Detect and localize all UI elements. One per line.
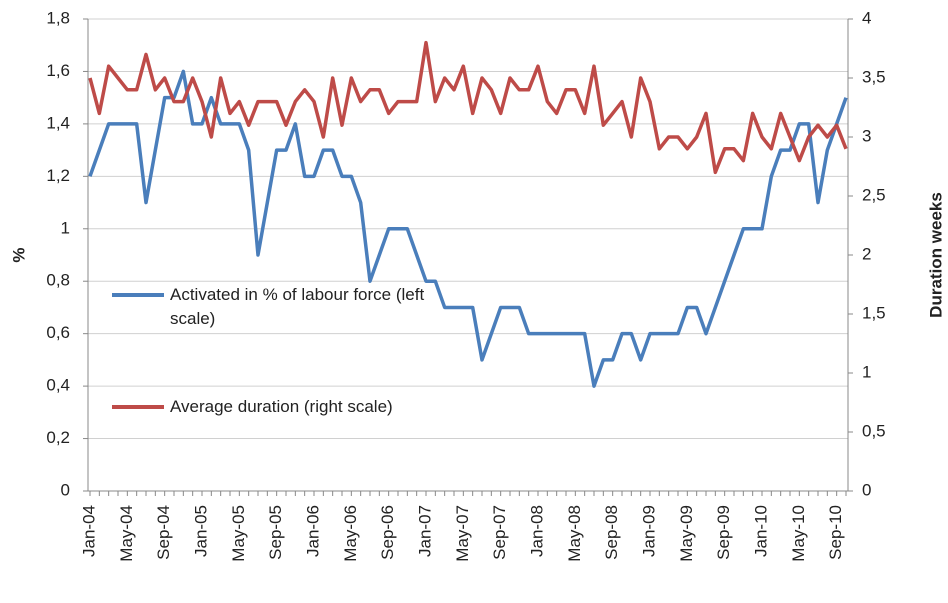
y-tick-label: 1,2 <box>46 166 70 185</box>
y2-tick-label: 2 <box>862 244 871 263</box>
y2-tick-label: 0 <box>862 480 871 499</box>
y2-tick-label: 0,5 <box>862 421 886 440</box>
x-tick-label: May-05 <box>229 505 248 562</box>
x-tick-label: Sep-09 <box>714 505 733 560</box>
x-tick-label: Jan-06 <box>303 505 322 557</box>
legend-entry: Average duration (right scale) <box>112 395 432 419</box>
y2-axis-label: Duration weeks <box>926 192 945 318</box>
y-tick-label: 1 <box>61 218 70 237</box>
x-tick-label: May-09 <box>677 505 696 562</box>
x-tick-label: Jan-05 <box>191 505 210 557</box>
x-tick-label: Sep-08 <box>602 505 621 560</box>
x-tick-label: May-04 <box>117 505 136 562</box>
x-tick-label: May-08 <box>565 505 584 562</box>
legend-label: Activated in % of labour force (left sca… <box>170 285 425 328</box>
y2-tick-label: 2,5 <box>862 185 886 204</box>
x-tick-label: May-06 <box>341 505 360 562</box>
x-tick-label: Jan-08 <box>527 505 546 557</box>
legend-entry: Activated in % of labour force (left sca… <box>112 283 432 331</box>
x-tick-label: May-07 <box>453 505 472 562</box>
x-tick-label: Jan-07 <box>415 505 434 557</box>
x-tick-label: Sep-06 <box>378 505 397 560</box>
x-tick-label: Jan-09 <box>639 505 658 557</box>
y-axis-label: % <box>9 247 28 262</box>
y-tick-label: 1,6 <box>46 61 70 80</box>
x-tick-label: Sep-07 <box>490 505 509 560</box>
y2-tick-label: 1,5 <box>862 303 886 322</box>
y-tick-label: 0,2 <box>46 428 70 447</box>
y-tick-label: 0,8 <box>46 271 70 290</box>
x-tick-label: Sep-05 <box>266 505 285 560</box>
y-tick-label: 0 <box>61 480 70 499</box>
y-tick-label: 0,6 <box>46 323 70 342</box>
legend-label: Average duration (right scale) <box>170 397 393 416</box>
y2-tick-label: 3 <box>862 126 871 145</box>
legend-swatch <box>112 293 164 297</box>
y-tick-label: 1,4 <box>46 113 70 132</box>
x-tick-label: Jan-04 <box>79 505 98 557</box>
x-tick-label: Sep-04 <box>154 505 173 560</box>
y2-tick-label: 4 <box>862 8 871 27</box>
y2-tick-label: 1 <box>862 362 871 381</box>
y-tick-label: 1,8 <box>46 8 70 27</box>
x-tick-label: Sep-10 <box>826 505 845 560</box>
x-tick-label: Jan-10 <box>751 505 770 557</box>
y-tick-label: 0,4 <box>46 376 70 395</box>
x-tick-label: May-10 <box>789 505 808 562</box>
legend-swatch <box>112 405 164 409</box>
series-line <box>88 40 848 175</box>
y2-tick-label: 3,5 <box>862 67 886 86</box>
